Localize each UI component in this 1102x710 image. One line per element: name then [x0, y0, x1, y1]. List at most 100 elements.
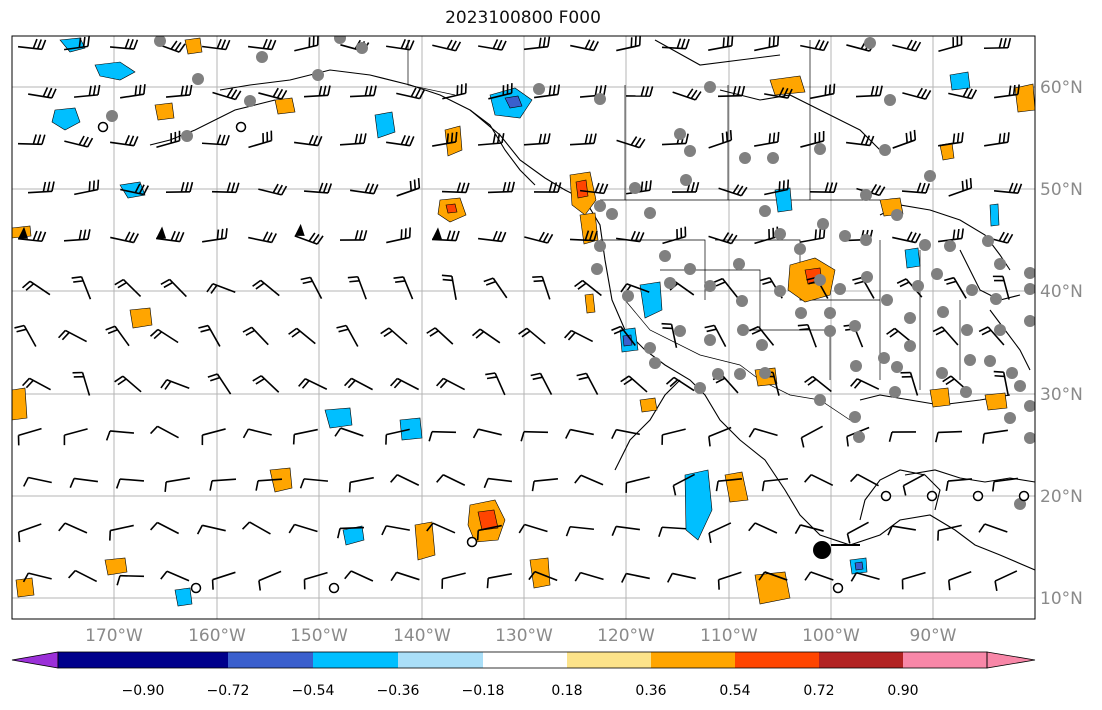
station-marker — [684, 145, 696, 157]
wind-barb — [110, 134, 139, 147]
wind-barb — [932, 326, 959, 346]
wind-barb — [800, 39, 829, 52]
station-marker — [181, 130, 193, 142]
wind-barb — [206, 283, 236, 294]
station-marker — [864, 37, 876, 49]
wind-barb — [164, 477, 190, 492]
wind-barb — [713, 277, 739, 298]
wind-barb — [658, 526, 687, 537]
wind-barb — [248, 130, 273, 149]
wind-barb — [621, 572, 650, 583]
wind-barb — [901, 182, 931, 194]
wind-barb — [294, 223, 324, 245]
wind-barb — [303, 182, 333, 194]
wind-barb — [396, 178, 421, 197]
wind-barb — [982, 429, 1008, 444]
station-marker — [924, 170, 936, 182]
wind-barb — [339, 133, 367, 146]
station-marker — [1024, 267, 1035, 279]
wind-barb — [945, 478, 973, 492]
station-marker — [904, 312, 916, 324]
wind-barb — [625, 476, 650, 493]
colorbar-label: 0.18 — [551, 683, 582, 699]
wind-barb — [211, 571, 236, 590]
wind-barb — [704, 324, 727, 347]
station-marker — [824, 325, 836, 337]
wind-barb — [892, 231, 922, 244]
station-marker — [891, 209, 903, 221]
wind-barb — [258, 183, 288, 196]
station-marker — [664, 277, 676, 289]
wind-barb — [794, 524, 824, 535]
wind-barb — [565, 428, 594, 439]
colorbar-frame — [57, 651, 988, 669]
wind-barb — [71, 276, 92, 300]
station-marker — [936, 367, 948, 379]
wind-barb — [426, 327, 454, 345]
wind-barb — [483, 277, 508, 299]
station-open-marker — [880, 490, 892, 502]
wind-barb — [114, 278, 142, 297]
wind-barb — [109, 524, 134, 541]
wind-barb — [569, 230, 598, 242]
wind-barb — [149, 328, 179, 344]
lon-tick: 160°W — [188, 626, 246, 646]
wind-barb — [715, 477, 743, 492]
station-marker — [889, 386, 901, 398]
station-marker — [912, 280, 924, 292]
wind-barb — [72, 371, 91, 396]
wind-barb — [350, 182, 379, 195]
wind-barb — [983, 37, 1012, 50]
wind-barb — [984, 132, 1010, 147]
wind-barb — [993, 370, 1010, 396]
wind-barb — [114, 375, 142, 393]
lon-tick: 120°W — [597, 626, 655, 646]
wind-barb — [105, 325, 130, 347]
wind-barb — [671, 182, 700, 193]
station-marker — [704, 81, 716, 93]
station-marker — [712, 368, 724, 380]
wind-barb — [991, 477, 1019, 492]
station-marker — [629, 182, 641, 194]
wind-barb — [994, 570, 1018, 592]
wind-barb — [520, 430, 549, 442]
station-open-marker — [832, 582, 844, 594]
wind-barb — [201, 134, 230, 146]
wind-barb — [441, 274, 457, 300]
colorbar-segment — [398, 652, 483, 668]
wind-barb — [533, 182, 562, 193]
wind-barb — [390, 377, 420, 391]
colorbar-segment — [651, 652, 735, 668]
wind-barb — [611, 325, 636, 347]
wind-barb — [523, 36, 551, 51]
wind-barb — [120, 183, 150, 196]
wind-barb — [64, 135, 94, 148]
wind-barb — [431, 227, 460, 242]
colorbar-segment — [819, 652, 903, 668]
wind-barb — [201, 428, 226, 446]
wind-barb — [160, 379, 190, 390]
colorbar-label: −0.36 — [377, 683, 420, 699]
wind-barb — [432, 39, 462, 52]
wind-barb — [518, 327, 546, 345]
lon-tick: 90°W — [910, 626, 957, 646]
wind-barb — [241, 521, 271, 535]
wind-barb — [477, 133, 505, 146]
wind-barb — [620, 375, 648, 393]
station-marker — [919, 239, 931, 251]
wind-barb — [294, 36, 319, 52]
wind-barb — [381, 525, 410, 536]
station-marker — [704, 280, 716, 292]
wind-barb — [17, 226, 47, 243]
colorbar: −0.90 −0.72 −0.54 −0.36 −0.18 0.18 0.36 … — [11, 651, 1036, 699]
wind-barb — [294, 134, 323, 147]
wind-barb — [665, 376, 695, 392]
wind-barb — [574, 474, 604, 486]
wind-barb — [804, 473, 834, 487]
colorbar-label: 0.72 — [803, 683, 834, 699]
wind-barb — [300, 276, 323, 300]
colorbar-segment — [313, 652, 398, 668]
station-marker — [994, 258, 1006, 270]
wind-barb — [800, 227, 826, 243]
wind-barb — [708, 232, 738, 245]
